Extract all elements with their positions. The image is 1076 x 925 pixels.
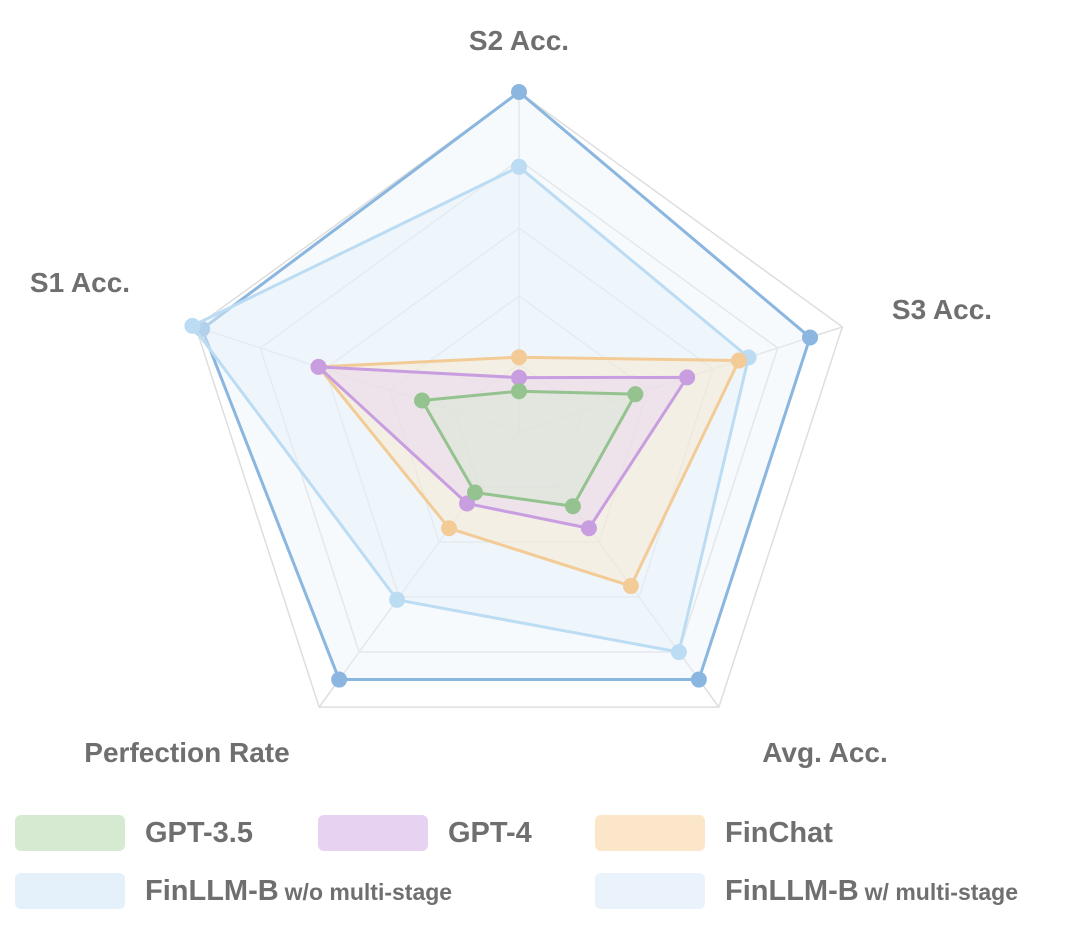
grid-spoke-4 — [195, 326, 520, 433]
grid-spoke-2 — [518, 431, 720, 708]
legend-name-finllm-b-w: FinLLM-B — [725, 874, 859, 907]
axis-label-s2-acc: S2 Acc. — [469, 25, 569, 56]
legend-label-finchat: FinChat — [725, 816, 833, 849]
legend-item-finllm-b-wo-multi-stage: FinLLM-B w/o multi-stage — [15, 871, 452, 911]
legend-swatch-gpt-3-5 — [15, 815, 125, 851]
legend-label-gpt-3-5: GPT-3.5 — [145, 816, 253, 849]
legend-item-gpt-4: GPT-4 — [318, 813, 532, 853]
series-0-point-4 — [413, 392, 430, 409]
radar-series — [184, 84, 819, 688]
series-1-point-0 — [511, 369, 527, 386]
legend-item-finchat: FinChat — [595, 813, 833, 853]
series-area-0 — [420, 389, 637, 508]
series-4-point-2 — [690, 671, 707, 688]
series-4-point-1 — [802, 329, 819, 346]
series-1 — [310, 358, 696, 537]
legend-item-gpt-3-5: GPT-3.5 — [15, 813, 253, 853]
grid-ring-3 — [324, 227, 714, 598]
series-3-point-0 — [511, 158, 527, 175]
axis-label-perfection-rate: Perfection Rate — [84, 737, 289, 768]
series-0 — [413, 383, 644, 515]
series-3-point-2 — [670, 644, 687, 661]
legend-label-gpt-4: GPT-4 — [448, 816, 532, 849]
legend-suffix-wo-multi-stage: w/o multi-stage — [284, 878, 453, 905]
series-2-point-2 — [622, 578, 639, 595]
grid-ring-2 — [388, 295, 650, 543]
series-2-point-3 — [441, 520, 458, 537]
series-3 — [184, 158, 757, 661]
series-2-point-0 — [511, 349, 527, 366]
series-4-point-0 — [511, 84, 527, 100]
series-1-point-1 — [679, 369, 696, 386]
legend-name-finllm-b-wo: FinLLM-B — [145, 874, 279, 907]
legend-swatch-finllm-b-wo — [15, 873, 125, 909]
legend-swatch-gpt-4 — [318, 815, 428, 851]
series-4-point-3 — [331, 671, 348, 688]
axis-label-avg-acc: Avg. Acc. — [762, 737, 888, 768]
legend-swatch-finllm-b-w — [595, 873, 705, 909]
series-0-point-0 — [511, 383, 527, 400]
series-3-point-3 — [389, 591, 406, 608]
grid-ring-5 — [194, 91, 844, 708]
legend-label-finllm-b-w: FinLLM-B w/ multi-stage — [725, 875, 1018, 908]
series-area-1 — [317, 365, 689, 530]
series-0-point-2 — [564, 498, 581, 515]
series-1-point-2 — [580, 520, 597, 537]
axis-label-s1-acc: S1 Acc. — [30, 267, 130, 298]
series-2-point-1 — [730, 352, 747, 369]
grid-spoke-3 — [318, 431, 520, 708]
grid-ring-4 — [259, 159, 779, 653]
legend-swatch-finchat — [595, 815, 705, 851]
series-area-3 — [190, 165, 751, 654]
axis-label-s3-acc: S3 Acc. — [892, 294, 992, 325]
legend-item-finllm-b-w-multi-stage: FinLLM-B w/ multi-stage — [595, 871, 1018, 911]
legend-label-finllm-b-wo: FinLLM-B w/o multi-stage — [145, 875, 452, 908]
series-area-2 — [317, 355, 741, 588]
series-1-point-3 — [459, 495, 476, 512]
series-1-point-4 — [310, 358, 327, 375]
legend-suffix-w-multi-stage: w/ multi-stage — [864, 878, 1019, 905]
legend: GPT-3.5 GPT-4 FinChat FinLLM-B w/o multi-… — [0, 805, 1076, 915]
series-3-point-4 — [184, 317, 201, 334]
radar-chart: S2 Acc. S3 Acc. Avg. Acc. Perfection Rat… — [30, 25, 992, 768]
series-0-point-1 — [627, 386, 644, 403]
series-0-point-3 — [467, 484, 484, 501]
grid-ring-1 — [453, 363, 585, 488]
